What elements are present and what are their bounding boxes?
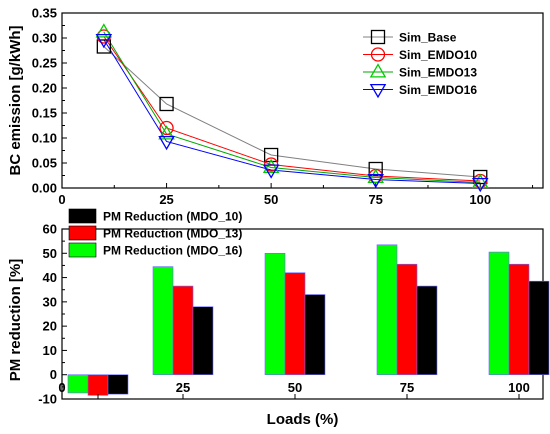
- point-sim-emdo13: [471, 173, 489, 189]
- bottom-legend: PM Reduction (MDO_10) PM Reduction (MDO_1…: [68, 208, 242, 258]
- top-y-tick-label: 0.25: [32, 56, 57, 71]
- bar-pm-reduction-mdo-13-load-75: [396, 263, 418, 376]
- top-x-tick-label: 75: [368, 192, 382, 207]
- legend-marker-sim-base: [370, 29, 386, 45]
- bottom-y-tick-label: 20: [43, 319, 57, 334]
- bottom-y-tick-label: 50: [43, 246, 57, 261]
- bottom-x-axis: 25 50 75 100: [97, 380, 530, 399]
- point-sim-emdo13: [95, 23, 113, 38]
- series-line-sim-emdo16: [103, 39, 481, 184]
- top-legend: Sim_Base Sim_EMDO10 Sim_EMDO13 Sim_EMDO16: [363, 29, 477, 99]
- bottom-x-axis-label: Loads (%): [267, 411, 339, 428]
- point-sim-base: [159, 96, 174, 112]
- bottom-y-tick-label: 10: [43, 343, 57, 358]
- point-sim-base: [96, 39, 111, 54]
- top-y-tick-label: 0.35: [32, 6, 57, 21]
- bar-pm-reduction-mdo-16-load-10: [67, 374, 89, 394]
- point-sim-emdo16: [367, 173, 384, 189]
- top-x-tick-label: 100: [469, 192, 491, 207]
- legend-label-sim-base: Sim_Base: [399, 31, 457, 45]
- top-y-tick-label: 0.20: [32, 81, 57, 96]
- point-sim-base: [473, 169, 488, 185]
- top-x-tick-label: 50: [264, 192, 278, 207]
- legend-label-sim-emdo16: Sim_EMDO16: [399, 83, 477, 97]
- top-y-tick-label: 0.30: [32, 31, 57, 46]
- point-sim-emdo16: [158, 135, 175, 151]
- bottom-y-tick-label: 0: [50, 367, 57, 382]
- legend-swatch-pm-reduction-mdo-16: [68, 242, 97, 258]
- bottom-y-tick-label: 60: [43, 222, 57, 237]
- bar-pm-reduction-mdo-10-load-25: [192, 306, 214, 376]
- bottom-bars: [67, 244, 550, 396]
- bottom-y-tick-label: 30: [43, 294, 57, 309]
- bar-pm-reduction-mdo-16-load-25: [152, 266, 174, 376]
- bottom-y-tick-label: 40: [43, 270, 57, 285]
- legend-label-pm-reduction-mdo-13: PM Reduction (MDO_13): [103, 227, 242, 241]
- point-sim-emdo13: [367, 168, 384, 184]
- legend-marker-sim-emdo10: [370, 47, 386, 62]
- point-sim-emdo16: [262, 164, 280, 179]
- top-y-axis: 0.00 0.05 0.10 0.15 0.20 0.25 0.30 0.35: [32, 6, 67, 196]
- top-y-tick-label: 0.05: [32, 156, 57, 171]
- bar-pm-reduction-mdo-16-load-100: [488, 251, 510, 376]
- bottom-x-tick-label: 50: [288, 380, 302, 395]
- point-sim-emdo10: [159, 120, 174, 136]
- bar-pm-reduction-mdo-10-load-50: [304, 294, 326, 376]
- legend-marker-sim-emdo16: [369, 83, 387, 99]
- bar-pm-reduction-mdo-10-load-75: [416, 285, 438, 376]
- bar-pm-reduction-mdo-10-load-10: [107, 374, 129, 395]
- top-y-axis-label: BC emission [g/kWh]: [7, 25, 24, 175]
- bottom-x-zero-label: 0: [58, 380, 65, 395]
- legend-marker-sim-emdo13: [369, 63, 387, 78]
- series-line-sim-emdo13: [103, 31, 481, 183]
- bar-pm-reduction-mdo-13-load-25: [172, 285, 194, 376]
- top-x-tick-label: 25: [159, 192, 173, 207]
- bottom-x-tick-label: 75: [400, 380, 414, 395]
- legend-swatch-pm-reduction-mdo-13: [68, 225, 97, 241]
- bar-pm-reduction-mdo-13-load-50: [284, 272, 306, 376]
- bar-pm-reduction-mdo-16-load-50: [264, 252, 286, 376]
- bar-pm-reduction-mdo-16-load-75: [376, 244, 398, 376]
- top-series-markers: [95, 23, 489, 193]
- point-sim-emdo16: [95, 33, 113, 49]
- legend-label-sim-emdo10: Sim_EMDO10: [399, 48, 477, 62]
- point-sim-emdo16: [471, 177, 489, 193]
- bottom-x-tick-label: 25: [176, 380, 190, 395]
- top-y-tick-label: 0.15: [32, 106, 57, 121]
- top-y-tick-label: 0.00: [32, 181, 57, 196]
- bar-pm-reduction-mdo-10-load-100: [528, 280, 550, 376]
- legend-label-sim-emdo13: Sim_EMDO13: [399, 66, 477, 80]
- point-sim-base: [263, 147, 279, 163]
- legend-swatch-pm-reduction-mdo-10: [68, 208, 97, 224]
- bar-pm-reduction-mdo-13-load-10: [87, 374, 109, 396]
- bottom-y-tick-label: -10: [38, 392, 57, 407]
- bottom-x-tick-label: 100: [508, 380, 530, 395]
- bottom-y-axis-label: PM reduction [%]: [7, 259, 24, 382]
- bar-pm-reduction-mdo-13-load-100: [508, 263, 530, 376]
- top-plot-frame: [61, 12, 544, 189]
- point-sim-base: [368, 161, 383, 177]
- top-y-tick-label: 0.10: [32, 131, 57, 146]
- point-sim-emdo13: [262, 158, 280, 174]
- bc-emission-chart: 0.00 0.05 0.10 0.15 0.20 0.25 0.30 0.35 0 25 50 75…: [7, 6, 544, 207]
- point-sim-emdo13: [158, 125, 175, 140]
- legend-label-pm-reduction-mdo-10: PM Reduction (MDO_10): [103, 210, 242, 224]
- legend-label-pm-reduction-mdo-16: PM Reduction (MDO_16): [103, 244, 242, 258]
- top-x-tick-label: 0: [58, 192, 65, 207]
- top-x-axis: 0 25 50 75 100: [58, 183, 534, 207]
- series-line-sim-base: [103, 46, 481, 178]
